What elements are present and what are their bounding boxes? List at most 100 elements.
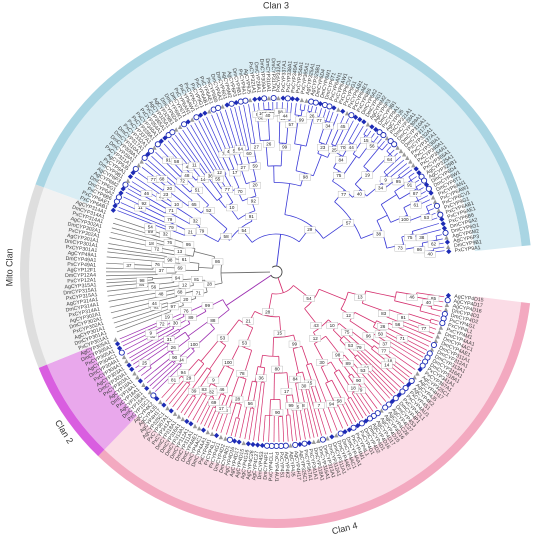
tip-marker-circle [392,142,397,147]
support-text: 53 [360,368,366,373]
support-text: 96 [366,333,372,338]
support-value: 40 [354,191,365,197]
tip-marker-triangle [444,307,448,311]
support-text: 40 [428,252,434,257]
terminal-branch [296,409,301,440]
support-value: 77 [378,348,389,354]
support-value: 13 [355,294,366,300]
support-text: 46 [409,295,415,300]
support-text: 81 [194,277,200,282]
tip-marker-triangle [124,359,128,363]
tip-marker-diamond [340,109,345,114]
support-value: 36 [256,375,267,381]
support-value: 23 [160,191,171,197]
tip-marker-triangle [132,371,136,375]
support-text: 20 [183,297,189,302]
support-value: 44 [280,113,291,119]
support-text: 12 [217,170,223,175]
terminal-branch [431,309,441,311]
support-text: 28 [265,309,271,314]
support-text: 46 [144,191,150,196]
tip-marker-circle [181,122,186,127]
terminal-branch [138,368,143,372]
support-value: 37 [379,341,390,347]
terminal-branch [365,392,377,409]
support-value: 91 [398,314,409,320]
support-value: 56 [392,321,403,327]
support-value: 46 [216,387,227,393]
tip-marker-diamond [236,439,241,444]
support-text: 84 [338,157,344,162]
terminal-branch [286,415,288,441]
support-text: 56 [151,284,157,289]
terminal-branch [296,103,297,110]
support-text: 91 [166,158,172,163]
terminal-branch [204,407,213,426]
tip-marker-diamond [246,441,251,446]
terminal-branch [126,192,140,199]
terminal-branch [406,340,426,351]
support-value: 98 [332,352,343,358]
internal-branch [319,289,345,300]
support-text: 73 [398,245,404,250]
support-value: 95 [393,179,404,185]
support-text: 94 [181,370,187,375]
support-value: 71 [166,207,177,213]
support-text: 55 [215,177,221,182]
support-value: 95 [183,242,194,248]
clade-arc [236,418,239,419]
support-text: 98 [303,175,309,180]
support-value: 30 [298,383,309,389]
tip-marker-triangle [435,334,439,338]
terminal-branch [387,147,391,151]
tip-marker-diamond [290,96,295,101]
internal-branch [201,340,219,361]
support-text: 79 [167,217,173,222]
clade-arc [353,154,359,158]
support-value: 37 [156,268,167,274]
tip-marker-diamond [128,174,133,179]
support-text: 21 [246,319,252,324]
support-value: 10 [327,322,338,328]
terminal-branch [390,150,394,154]
support-value: 79 [164,216,175,222]
support-text: 7 [318,403,321,408]
support-text: 19 [365,172,371,177]
tip-marker-triangle [445,303,449,307]
support-value: 87 [410,190,421,196]
terminal-branch [300,104,301,110]
tip-marker-diamond [295,97,300,102]
support-value: 20 [180,296,191,302]
support-text: 53 [242,341,248,346]
terminal-branch [422,223,439,228]
tip-marker-triangle [241,441,245,445]
support-value: 68 [174,289,185,295]
support-text: 14 [384,363,390,368]
internal-branch [331,362,337,371]
internal-branch [409,314,431,321]
terminal-branch [345,402,355,422]
internal-branch [321,367,328,382]
support-value: 7 [313,402,324,408]
support-value: 34 [322,123,333,129]
support-text: 58 [337,398,343,403]
terminal-branch [342,404,352,424]
clade-arc [300,110,304,111]
tip-marker-triangle [193,424,197,428]
tip-marker-circle [227,437,232,442]
support-text: 54 [148,225,154,230]
clade-arc [199,359,204,363]
clade-arc [274,373,287,374]
tip-marker-diamond [214,433,219,438]
tip-marker-diamond [161,402,166,407]
tip-marker-diamond [441,221,446,226]
terminal-branch [121,203,135,209]
support-value: 100 [223,359,234,365]
support-value: 84 [336,157,347,163]
support-value: 32 [190,218,201,224]
tip-marker-circle [243,98,248,103]
support-value: 53 [345,343,356,349]
support-text: 68 [159,176,165,181]
tip-marker-circle [271,95,276,100]
support-value: 79 [166,224,177,230]
